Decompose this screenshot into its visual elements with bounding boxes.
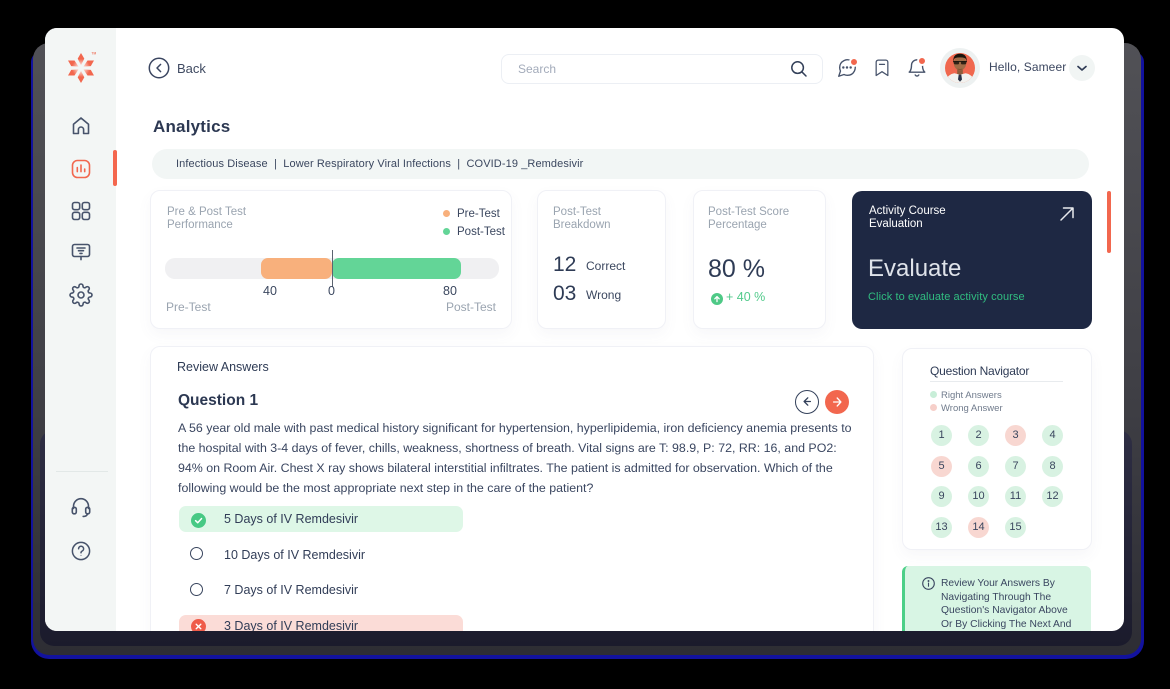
svg-text:TM: TM bbox=[91, 52, 96, 56]
